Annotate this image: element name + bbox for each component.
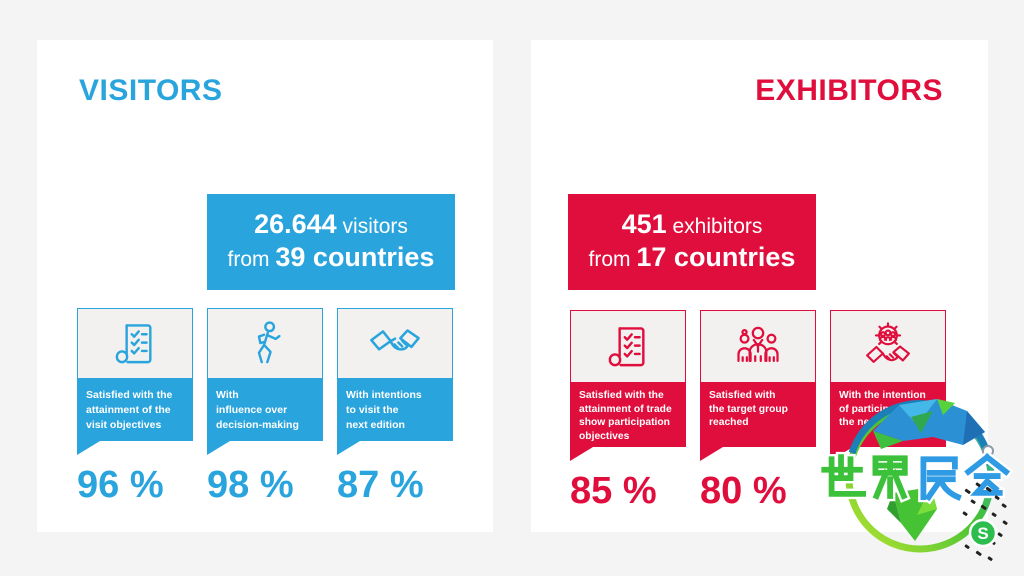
card-icon-box	[570, 310, 686, 383]
card-label: Satisfied with the target group reached	[700, 383, 816, 447]
exhibitors-countries-line: from 17 countries	[588, 242, 796, 272]
card-tail	[207, 441, 230, 455]
card-percent: 85 %	[570, 470, 657, 512]
visitors-title: VISITORS	[79, 74, 223, 107]
visitors-panel: VISITORS 26.644 visitors from 39 countri…	[37, 40, 493, 532]
card-icon-box	[77, 308, 193, 379]
card-percent	[830, 470, 946, 514]
exhibitors-card-objectives: Satisfied with the attainment of trade s…	[570, 310, 686, 514]
handshake-gear-icon	[866, 321, 910, 363]
card-tail	[830, 447, 853, 461]
checklist-icon	[608, 326, 645, 366]
exhibitors-stat-box: 451 exhibitors from 17 countries	[568, 194, 816, 290]
card-icon-box	[830, 310, 946, 383]
card-percent: 96 %	[77, 464, 164, 506]
card-label: With intentions to visit the next editio…	[337, 379, 453, 441]
exhibitors-card-return: With the intention of participating in t…	[830, 310, 946, 514]
card-label: Satisfied with the attainment of the vis…	[77, 379, 193, 441]
card-label: Satisfied with the attainment of trade s…	[570, 383, 686, 447]
card-icon-box	[700, 310, 816, 383]
exhibitors-count-line: 451 exhibitors	[621, 209, 763, 239]
handshake-icon	[370, 328, 420, 351]
visitors-countries-line: from 39 countries	[227, 242, 435, 272]
card-icon-box	[207, 308, 323, 379]
exhibitors-panel: EXHIBITORS 451 exhibitors from 17 countr…	[531, 40, 988, 532]
visitors-card-return: With intentions to visit the next editio…	[337, 308, 453, 508]
card-tail	[77, 441, 100, 455]
checklist-icon	[115, 323, 152, 363]
card-percent: 98 %	[207, 464, 294, 506]
walking-person-icon	[257, 320, 281, 363]
visitors-stat-box: 26.644 visitors from 39 countries	[207, 194, 455, 290]
people-group-icon	[737, 326, 779, 362]
card-label: With influence over decision-making	[207, 379, 323, 441]
card-tail	[337, 441, 360, 455]
card-percent: 80 %	[700, 470, 787, 512]
card-tail	[570, 447, 593, 461]
exhibitors-title: EXHIBITORS	[755, 74, 943, 107]
card-label: With the intention of participating in t…	[830, 383, 946, 447]
visitors-card-influence: With influence over decision-making 98 %	[207, 308, 323, 508]
visitors-count-line: 26.644 visitors	[254, 209, 408, 239]
exhibitors-card-target-group: Satisfied with the target group reached …	[700, 310, 816, 514]
visitors-card-objectives: Satisfied with the attainment of the vis…	[77, 308, 193, 508]
card-tail	[700, 447, 723, 461]
card-percent: 87 %	[337, 464, 424, 506]
card-icon-box	[337, 308, 453, 379]
